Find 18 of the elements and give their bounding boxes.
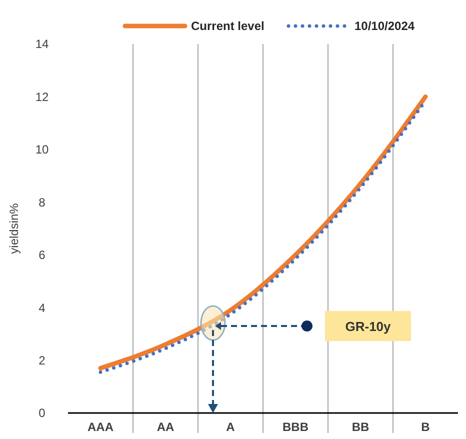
- y-tick-label: 0: [38, 406, 46, 420]
- y-tick-label: 12: [35, 90, 49, 104]
- x-tick-label: AA: [156, 420, 174, 434]
- y-tick-label: 8: [38, 195, 46, 210]
- legend-label: 10/10/2024: [354, 19, 415, 34]
- y-tick-label: 6: [38, 248, 46, 262]
- x-tick-label: B: [421, 420, 430, 434]
- annotation: GR-10y: [345, 319, 392, 334]
- x-tick-label: A: [226, 420, 236, 434]
- x-tick-label: AAA: [88, 420, 114, 434]
- y-axis-title: yieldsin%: [7, 202, 21, 254]
- legend-label: Current level: [191, 19, 264, 34]
- x-tick-label: BBB: [282, 420, 309, 434]
- y-tick-label: 14: [35, 37, 49, 52]
- y-tick-label: 2: [38, 353, 46, 368]
- y-tick-label: 4: [38, 300, 46, 315]
- x-tick-label: BB: [352, 420, 370, 434]
- y-tick-label: 10: [35, 142, 49, 157]
